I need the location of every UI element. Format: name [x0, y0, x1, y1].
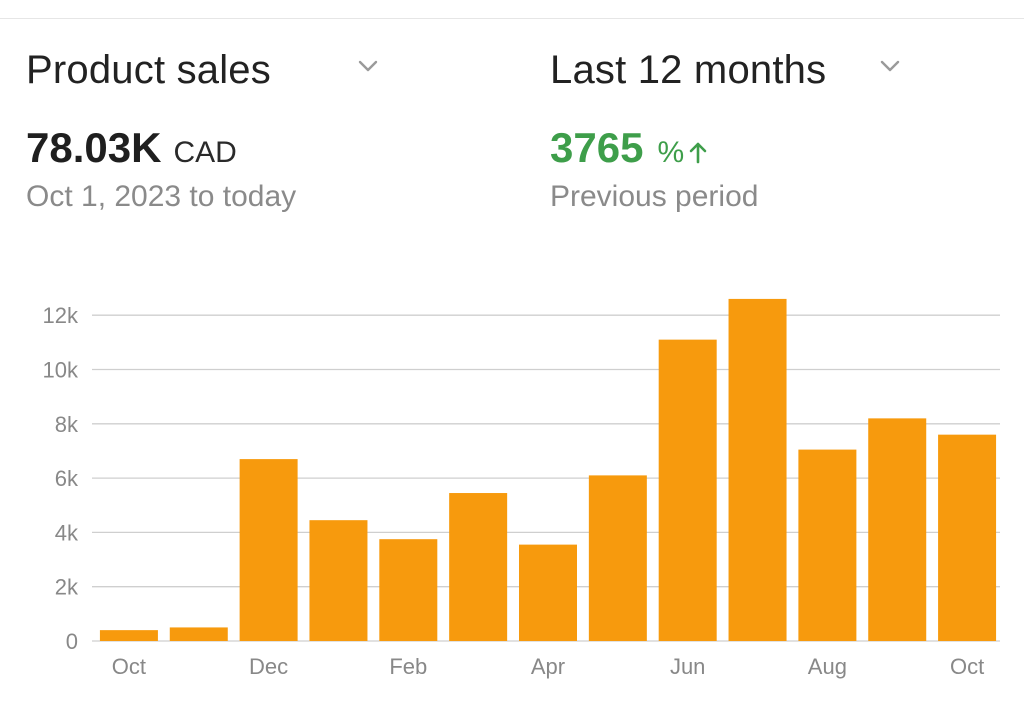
y-tick-label: 12k [43, 303, 79, 328]
metric-dropdown[interactable]: Product sales [26, 44, 386, 96]
bar-may-7[interactable] [588, 475, 647, 641]
chevron-down-icon [356, 54, 380, 83]
bar-oct-12[interactable] [938, 434, 997, 641]
bar-sep-11[interactable] [868, 418, 927, 641]
total-sales-value: 78.03K [26, 124, 162, 171]
comparison-label: Previous period [550, 180, 759, 213]
x-tick-label: Oct [112, 654, 146, 679]
period-dropdown[interactable]: Last 12 months [550, 44, 910, 96]
y-tick-label: 10k [43, 358, 79, 383]
bar-oct-0[interactable] [99, 630, 158, 641]
y-tick-label: 8k [55, 412, 79, 437]
bar-aug-10[interactable] [798, 449, 857, 641]
bar-feb-4[interactable] [379, 539, 438, 641]
bar-jan-3[interactable] [309, 520, 368, 641]
bar-nov-1[interactable] [169, 627, 228, 641]
top-divider [0, 18, 1024, 19]
metric-dropdown-label: Product sales [26, 47, 271, 92]
bar-jun-8[interactable] [658, 339, 717, 641]
y-tick-label: 0 [66, 629, 78, 654]
x-tick-label: Jun [670, 654, 705, 679]
x-tick-label: Feb [389, 654, 427, 679]
x-tick-label: Oct [950, 654, 984, 679]
date-range: Oct 1, 2023 to today [26, 180, 297, 213]
x-tick-label: Dec [249, 654, 288, 679]
x-tick-label: Apr [531, 654, 565, 679]
y-tick-label: 6k [55, 466, 79, 491]
y-tick-label: 4k [55, 520, 79, 545]
bar-mar-5[interactable] [449, 493, 508, 641]
change-indicator: 3765 % [550, 124, 708, 172]
bar-dec-2[interactable] [239, 459, 298, 641]
currency-unit: CAD [173, 136, 237, 169]
change-unit: % [657, 136, 685, 169]
y-tick-label: 2k [55, 575, 79, 600]
period-dropdown-label: Last 12 months [550, 47, 827, 92]
x-tick-label: Aug [808, 654, 847, 679]
chevron-down-icon [878, 54, 902, 83]
sales-bar-chart: 0 2k 4k 6k 8k 10k 12k Oct Dec Feb Apr Jun Aug Oct [43, 298, 1000, 679]
bar-apr-6[interactable] [519, 544, 577, 641]
arrow-up-icon [688, 140, 708, 169]
total-sales: 78.03K CAD [26, 124, 237, 172]
change-value: 3765 [550, 124, 644, 171]
bar-jul-9[interactable] [728, 298, 787, 641]
